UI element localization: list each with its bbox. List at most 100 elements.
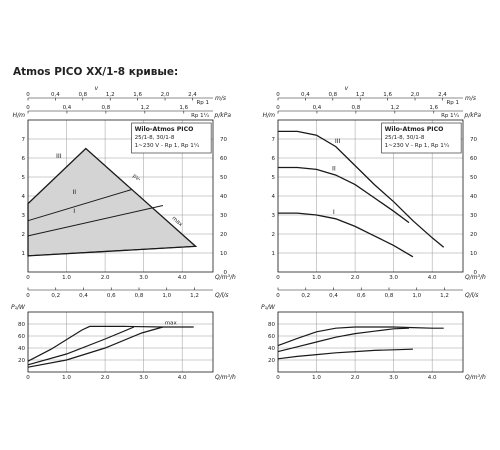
y2-tick-label: 30	[220, 213, 227, 219]
plot-frame	[277, 119, 464, 273]
x-tick-label: 4.0	[178, 375, 187, 381]
y-tick-label: 4	[22, 194, 26, 200]
top-v-tick-label: 1,2	[356, 92, 365, 98]
legend-title: Wilo-Atmos PICO	[135, 126, 194, 133]
x-tick-label: 0	[276, 375, 280, 381]
y2-tick-label: 10	[220, 251, 227, 257]
x-tick-label: 1.0	[62, 275, 71, 281]
x-axis-label: Q/m³/h	[215, 374, 236, 381]
bottom-ls-tick-label: 0	[276, 293, 280, 299]
y-tick-label: 40	[18, 346, 25, 352]
legend-models: 25/1-8, 30/1-8	[385, 135, 425, 141]
curve-label-III: III	[335, 137, 341, 145]
curve-label-II: II	[72, 188, 76, 196]
y-tick-label: 80	[268, 322, 275, 328]
x-tick-label: 2.0	[351, 375, 360, 381]
right-power-panel: 0 1.0 2.0 3.0 4.0 Q/m³/h 20 40 60 80 P₁/W	[261, 304, 486, 381]
top-v-tick-label: 2,0	[411, 92, 420, 98]
top-v-label: v	[95, 85, 99, 92]
y-tick-label: 2	[272, 232, 276, 238]
legend-title: Wilo-Atmos PICO	[385, 126, 444, 133]
top-rp-unit: Rp 1	[196, 100, 209, 106]
diag-label-pv: pv-	[131, 173, 141, 183]
legend-voltage: 1~230 V - Rp 1, Rp 1¼	[385, 143, 450, 149]
curve-label-I: I	[73, 207, 75, 215]
power-curve-II	[277, 327, 410, 353]
left-power-panel: 0 1.0 2.0 3.0 4.0 Q/m³/h 20 40 60 80 P₁/W max	[11, 304, 236, 381]
x-tick-label: 3.0	[389, 275, 398, 281]
y2-tick-label: 50	[470, 175, 477, 181]
power-curve-I	[277, 348, 413, 360]
bottom-ls-tick-label: 0,6	[357, 293, 366, 299]
y-tick-label: 20	[268, 358, 275, 364]
power-curve-max	[27, 325, 194, 362]
x-tick-label: 4.0	[428, 275, 437, 281]
top-rp2-unit: Rp 1¼	[441, 113, 460, 119]
plot-frame	[277, 311, 464, 373]
y-tick-label: 3	[22, 213, 26, 219]
bottom-ls-tick-label: 0,4	[79, 293, 88, 299]
y-tick-label: 1	[22, 251, 26, 257]
y2-axis-label: p/kPa	[213, 112, 231, 119]
bottom-ls-tick-label: 0,8	[385, 293, 394, 299]
bottom-ls-tick-label: 1,2	[440, 293, 449, 299]
y-axis-label: H/m	[263, 112, 276, 119]
y2-tick-label: 40	[470, 194, 477, 200]
y-tick-label: 4	[272, 194, 276, 200]
x-tick-label: 4.0	[428, 375, 437, 381]
bottom-ls-tick-label: 0,8	[135, 293, 144, 299]
curve-min	[27, 245, 196, 257]
x-tick-label: 1.0	[312, 275, 321, 281]
y-tick-label: 2	[22, 232, 26, 238]
top-rp-tick-label: 1,2	[140, 105, 149, 111]
y-tick-label: 6	[272, 156, 276, 162]
y2-tick-label: 0	[224, 270, 228, 276]
top-v-tick-label: 0	[276, 92, 280, 98]
bottom-ls-tick-label: 1,0	[412, 293, 421, 299]
plot-frame	[27, 311, 214, 373]
power-max-label: max	[165, 321, 178, 327]
x-axis-label: Q/m³/h	[465, 374, 486, 381]
y2-tick-label: 50	[220, 175, 227, 181]
legend-voltage: 1~230 V - Rp 1, Rp 1¼	[135, 143, 200, 149]
y-tick-label: 7	[22, 137, 26, 143]
y-tick-label: 40	[268, 346, 275, 352]
plot-frame	[27, 119, 214, 273]
y-axis-label: P₁/W	[11, 304, 26, 311]
top-v-tick-label: 1,2	[106, 92, 115, 98]
y-axis-label: H/m	[13, 112, 26, 119]
top-v-unit: m/s	[465, 95, 476, 102]
x-tick-label: 0	[276, 275, 280, 281]
power-curve-III	[277, 326, 444, 347]
x-tick-label: 0	[26, 275, 30, 281]
curve-II	[27, 188, 133, 222]
y2-tick-label: 30	[470, 213, 477, 219]
legend-models: 25/1-8, 30/1-8	[135, 135, 175, 141]
top-v-tick-label: 2,4	[438, 92, 447, 98]
bottom-ls-tick-label: 0,6	[107, 293, 116, 299]
curve-I	[278, 212, 414, 258]
y-tick-label: 60	[268, 334, 275, 340]
legend-box	[381, 122, 462, 154]
top-v-tick-label: 0,4	[51, 92, 60, 98]
left-head-panel: 0 1.0 2.0 3.0 4.0 Q/m³/h1234567H/m01020304050…	[13, 85, 236, 299]
top-v-tick-label: 0	[26, 92, 30, 98]
curve-II	[278, 166, 410, 224]
x-tick-label: 2.0	[101, 375, 110, 381]
y-tick-label: 6	[22, 156, 26, 162]
x-tick-label: 4.0	[178, 275, 187, 281]
bottom-ls-unit: Q/l/s	[215, 292, 229, 299]
y-tick-label: 5	[22, 175, 26, 181]
top-rp-tick-label: 0	[26, 105, 30, 111]
y2-tick-label: 20	[470, 232, 477, 238]
top-rp-unit: Rp 1	[446, 100, 459, 106]
curve-label-II: II	[332, 164, 336, 172]
top-rp2-unit: Rp 1¼	[191, 113, 210, 119]
top-v-tick-label: 2,4	[188, 92, 197, 98]
top-v-tick-label: 0,4	[301, 92, 310, 98]
y-tick-label: 7	[272, 137, 276, 143]
x-tick-label: 1.0	[312, 375, 321, 381]
top-rp-tick-label: 0	[276, 105, 280, 111]
curve-label-III: III	[56, 152, 62, 160]
bottom-ls-unit: Q/l/s	[465, 292, 479, 299]
